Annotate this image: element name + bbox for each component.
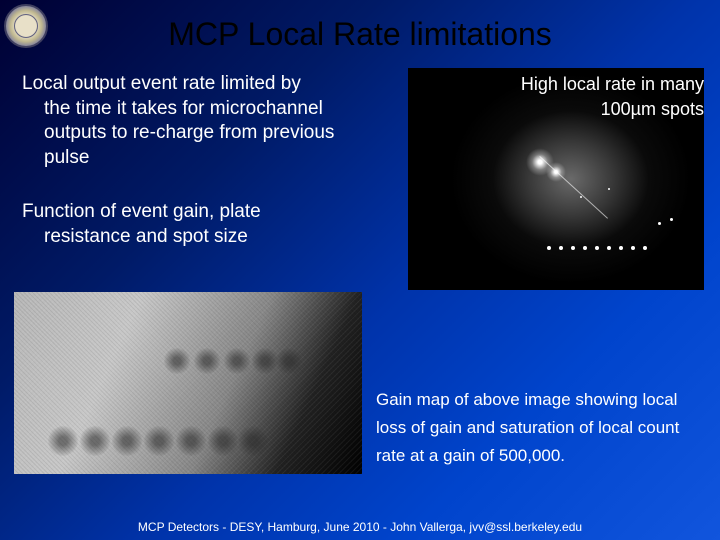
paragraph-2: Function of event gain, plate resistance… [22, 200, 372, 249]
caption-figure-2: Gain map of above image showing local lo… [376, 386, 710, 470]
caption-figure-1: High local rate in many 100µm spots [442, 72, 704, 122]
caption-fig1-line2: 100µm spots [442, 97, 704, 122]
fig1-spot [607, 246, 611, 250]
fig2-blot [194, 348, 220, 374]
figure-gain-map [14, 292, 362, 474]
fig2-blot [164, 348, 190, 374]
fig2-blot [144, 426, 174, 456]
slide-footer: MCP Detectors - DESY, Hamburg, June 2010… [0, 520, 720, 534]
fig1-spot [559, 246, 563, 250]
fig2-blot [80, 426, 110, 456]
fig1-spot [643, 246, 647, 250]
fig2-blot [176, 426, 206, 456]
fig2-blot [112, 426, 142, 456]
fig1-spot [608, 188, 610, 190]
para2-line1: Function of event gain, plate [22, 201, 261, 222]
fig1-spot [571, 246, 575, 250]
para1-rest: the time it takes for microchannel outpu… [22, 97, 372, 171]
slide-title: MCP Local Rate limitations [0, 16, 720, 53]
fig1-streak [539, 156, 608, 219]
para2-rest: resistance and spot size [22, 225, 372, 250]
fig1-spot [547, 246, 551, 250]
fig1-spot [595, 246, 599, 250]
para1-line1: Local output event rate limited by [22, 73, 301, 94]
fig2-blot [252, 348, 278, 374]
fig1-spot [670, 218, 673, 221]
fig1-spot [583, 246, 587, 250]
caption-fig1-line1: High local rate in many [442, 72, 704, 97]
fig1-spot [619, 246, 623, 250]
fig2-blot [276, 348, 302, 374]
fig2-blot [208, 426, 238, 456]
fig2-blot [48, 426, 78, 456]
fig1-spot [658, 222, 661, 225]
fig1-spot [580, 196, 582, 198]
fig1-spot [631, 246, 635, 250]
paragraph-1: Local output event rate limited by the t… [22, 72, 372, 171]
fig2-blot [238, 426, 268, 456]
fig2-blot [224, 348, 250, 374]
